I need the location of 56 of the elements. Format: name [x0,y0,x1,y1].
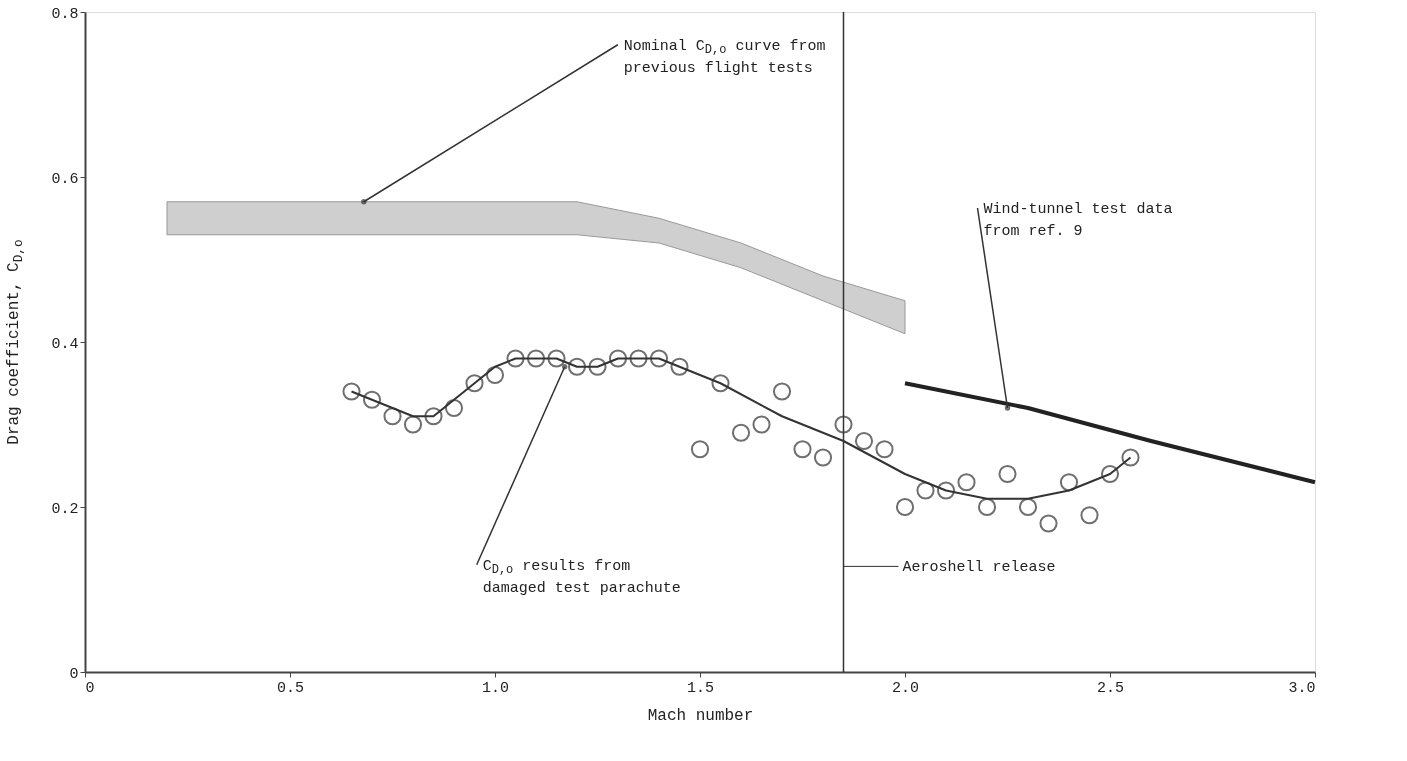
point [1100,464,1120,484]
point [1080,506,1099,525]
point [752,415,771,434]
point [834,415,853,434]
point [362,390,382,409]
point [670,357,689,376]
point [1018,497,1038,517]
point [793,440,812,459]
x-tick-label: 1.5 [686,679,715,697]
point [895,497,915,517]
point [485,365,505,385]
point [383,407,402,426]
point [957,473,976,492]
x-tick-label: 3.0 [1288,679,1316,697]
point [998,464,1017,484]
point [854,431,874,451]
point [731,423,751,442]
point [547,349,566,368]
point [875,440,894,459]
y-tick-label: 0.4 [51,335,79,353]
ref-line-label: Aeroshell release [902,559,1056,577]
point [977,497,997,517]
point [916,481,935,500]
point [342,382,361,401]
point [608,349,628,368]
point [588,357,607,376]
x-tick-label: 0.5 [276,679,305,697]
y-tick-label: 0.6 [51,170,79,188]
point [629,349,648,368]
point [506,349,525,368]
point [1059,473,1079,492]
y-axis-title: Drag coefficient, CD,o [5,239,26,445]
point [403,415,423,434]
point [465,374,484,393]
point [690,440,710,459]
point [1121,448,1140,467]
point [936,481,956,500]
x-tick-label: 0 [85,679,95,697]
point [444,398,464,418]
y-tick-label: 0.8 [51,5,79,23]
point [424,407,443,426]
x-tick-label: 1.0 [481,679,510,697]
x-tick-label: 2.5 [1096,679,1125,697]
point [772,382,792,401]
y-tick-label: 0 [69,665,79,683]
x-axis-title: Mach number [647,706,754,725]
annotation: Wind-tunnel test data from ref. 9 [983,201,1173,240]
y-tick-label: 0.2 [51,500,79,518]
point [711,374,730,393]
point [526,349,546,368]
x-tick-label: 2.0 [891,679,920,697]
point [649,349,669,368]
line-series [903,381,1317,485]
point [1039,514,1058,533]
point [813,448,833,467]
point [567,357,587,376]
